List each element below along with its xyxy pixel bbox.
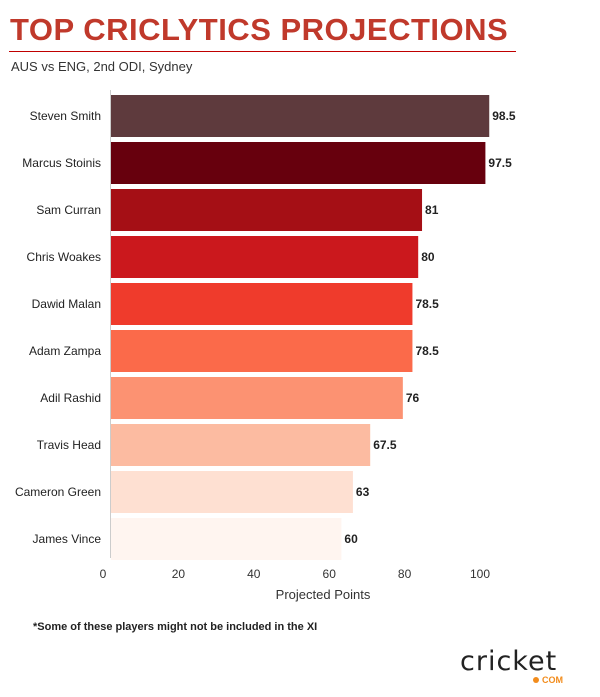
data-label: 67.5 [373, 438, 397, 452]
data-label: 78.5 [415, 297, 439, 311]
bar-adil-rashid [111, 377, 403, 419]
category-label: Sam Curran [36, 203, 101, 217]
data-label: 76 [406, 391, 420, 405]
x-tick-label: 0 [100, 567, 107, 581]
x-tick-label: 20 [172, 567, 186, 581]
footnote: *Some of these players might not be incl… [33, 621, 318, 633]
x-tick-label: 80 [398, 567, 412, 581]
logo-com: COM [533, 675, 563, 685]
x-tick-label: 60 [323, 567, 337, 581]
data-label: 97.5 [488, 156, 512, 170]
bar-travis-head [111, 424, 371, 466]
logo-word: cricket [460, 646, 558, 677]
category-label: Chris Woakes [27, 250, 101, 264]
data-label: 80 [421, 250, 435, 264]
category-label: Dawid Malan [32, 297, 101, 311]
data-label: 98.5 [492, 109, 516, 123]
category-label: Steven Smith [30, 109, 101, 123]
category-label: Marcus Stoinis [22, 156, 101, 170]
category-label: Travis Head [37, 438, 101, 452]
data-label: 78.5 [415, 344, 439, 358]
logo-suffix: COM [542, 675, 563, 685]
category-label: Adam Zampa [29, 344, 101, 358]
x-tick-label: 40 [247, 567, 261, 581]
bar-sam-curran [111, 189, 423, 231]
bar-steven-smith [111, 95, 490, 137]
data-label: 60 [344, 532, 358, 546]
bar-james-vince [111, 518, 342, 560]
category-label: Adil Rashid [40, 391, 101, 405]
title-divider [9, 51, 516, 52]
x-tick-label: 100 [470, 567, 490, 581]
data-label: 63 [356, 485, 370, 499]
category-label: Cameron Green [15, 485, 101, 499]
data-label: 81 [425, 203, 439, 217]
bar-adam-zampa [111, 330, 413, 372]
category-label: James Vince [33, 532, 102, 546]
bar-marcus-stoinis [111, 142, 486, 184]
page-title: TOP CRICLYTICS PROJECTIONS [10, 12, 509, 47]
bar-cameron-green [111, 471, 353, 513]
cricket-com-logo: cricket COM [460, 646, 590, 686]
x-axis-label: Projected Points [276, 587, 371, 602]
bar-dawid-malan [111, 283, 413, 325]
logo-dot-icon [533, 677, 539, 683]
bar-chris-woakes [111, 236, 419, 278]
subtitle: AUS vs ENG, 2nd ODI, Sydney [11, 59, 193, 74]
